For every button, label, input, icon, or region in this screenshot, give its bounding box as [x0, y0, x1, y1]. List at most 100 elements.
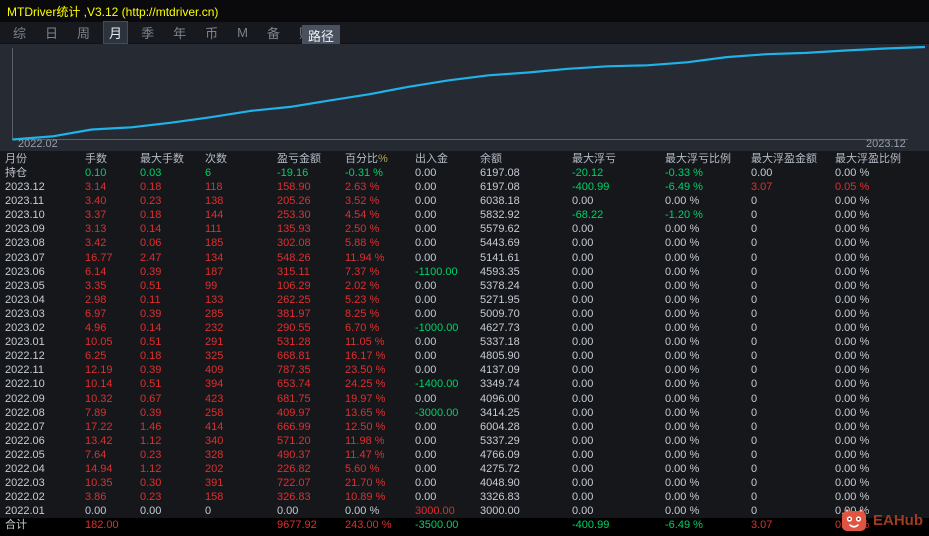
table-row-2022.09[interactable]: 2022.09 10.32 0.67 423 681.75 19.97 % 0.00 4096… — [0, 392, 929, 406]
table-cell: -1100.00 — [415, 265, 458, 278]
table-cell: 0.00 — [415, 364, 437, 377]
table-row-2022.05[interactable]: 2022.05 7.64 0.23 328 490.37 11.47 % 0.00 4766.… — [0, 448, 929, 462]
table-cell: 5.88 % — [345, 237, 380, 250]
menu-item-年[interactable]: 年 — [173, 26, 187, 41]
table-row-2023.11[interactable]: 2023.11 3.40 0.23 138 205.26 3.52 % 0.00 6038.1… — [0, 194, 929, 208]
table-row-2022.06[interactable]: 2022.06 13.42 1.12 340 571.20 11.98 % 0.00 5337… — [0, 434, 929, 448]
table-cell: 5009.70 — [480, 307, 520, 320]
table-cell: 5443.69 — [480, 237, 520, 250]
table-cell: 5.23 % — [345, 293, 380, 306]
table-row-2023.12[interactable]: 2023.12 3.14 0.18 118 158.90 2.63 % 0.00 6197.0… — [0, 180, 929, 194]
table-cell: 5378.24 — [480, 279, 520, 292]
table-row-2023.02[interactable]: 2023.02 4.96 0.14 232 290.55 6.70 % -1000.00 46… — [0, 321, 929, 335]
table-row-2022.10[interactable]: 2022.10 10.14 0.51 394 653.74 24.25 % -1400.00… — [0, 377, 929, 391]
table-row-2022.11[interactable]: 2022.11 12.19 0.39 409 787.35 23.50 % 0.00 4137… — [0, 363, 929, 377]
table-row-2022.08[interactable]: 2022.08 7.89 0.39 258 409.97 13.65 % -3000.00 3… — [0, 406, 929, 420]
table-cell: 持仓 — [5, 167, 27, 179]
table-row-2023.06[interactable]: 2023.06 6.14 0.39 187 315.11 7.37 % -1100.00 45… — [0, 265, 929, 279]
table-cell: -68.22 — [572, 209, 604, 222]
menu-item-M[interactable]: M — [237, 25, 248, 40]
menu-item-综[interactable]: 综 — [13, 26, 27, 41]
table-cell: 0.00 % — [665, 251, 700, 264]
table-cell: 0.00 % — [835, 195, 870, 208]
table-cell: 4766.09 — [480, 448, 520, 461]
table-cell: -20.12 — [572, 167, 604, 179]
table-row-2022.04[interactable]: 2022.04 14.94 1.12 202 226.82 5.60 % 0.00 4275.… — [0, 462, 929, 476]
table-cell: 0.00 % — [665, 279, 700, 292]
table-cell: 0.10 — [85, 167, 107, 179]
table-cell: 0.00 % — [835, 477, 870, 490]
table-cell: 2022.12 — [5, 350, 45, 363]
table-row-2023.05[interactable]: 2023.05 3.35 0.51 99 106.29 2.02 % 0.00 5378.24… — [0, 279, 929, 293]
table-cell: 325 — [205, 350, 224, 363]
table-cell: 10.32 — [85, 392, 113, 405]
table-cell: 合计 — [5, 519, 27, 532]
table-row-合计[interactable]: 合计 182.00 9677.92 243.00 % -3500.00 -400.99 -6… — [0, 518, 929, 536]
table-cell: 0.00 % — [835, 223, 870, 236]
table-cell: 0.39 — [140, 307, 162, 320]
table-cell: 258 — [205, 406, 224, 419]
app-title: MTDriver统计 ,V3.12 (http://mtdriver.cn) — [7, 4, 219, 19]
table-cell: 2022.10 — [5, 378, 45, 391]
table-row-2022.02[interactable]: 2022.02 3.86 0.23 158 326.83 10.89 % 0.00 3326.… — [0, 490, 929, 504]
menu-item-季[interactable]: 季 — [141, 26, 155, 41]
table-cell: 0.00 — [572, 237, 594, 250]
table-cell: 0.00 — [751, 167, 773, 179]
table-cell: -3000.00 — [415, 406, 459, 419]
table-row-2023.10[interactable]: 2023.10 3.37 0.18 144 253.30 4.54 % 0.00 5832.9… — [0, 208, 929, 222]
table-cell: 2023.08 — [5, 237, 45, 250]
table-cell: 0.00 — [572, 364, 594, 377]
table-row-2023.08[interactable]: 2023.08 3.42 0.06 185 302.08 5.88 % 0.00 5443.6… — [0, 236, 929, 250]
table-cell: 3.14 — [85, 181, 107, 194]
table-cell — [205, 518, 277, 536]
table-cell: -19.16 — [277, 167, 309, 179]
table-row-持仓[interactable]: 持仓 0.10 0.03 6 -19.16 -0.31 % 0.00 6197.08 -20.1… — [0, 166, 929, 180]
table-row-2022.07[interactable]: 2022.07 17.22 1.46 414 666.99 12.50 % 0.00 6004… — [0, 420, 929, 434]
table-cell: 8.25 % — [345, 307, 380, 320]
table-cell: 19.97 % — [345, 392, 386, 405]
table-cell: 1.12 — [140, 434, 162, 447]
table-cell: 4.54 % — [345, 209, 380, 222]
menu-item-币[interactable]: 币 — [205, 26, 219, 41]
table-cell: 0.51 — [140, 279, 162, 292]
path-button[interactable]: 路径 — [302, 25, 341, 46]
column-header-月份: 月份 — [5, 153, 27, 165]
table-cell: 21.70 % — [345, 477, 386, 490]
equity-curve-line — [12, 45, 926, 141]
table-row-2022.12[interactable]: 2022.12 6.25 0.18 325 668.81 16.17 % 0.00 4805.… — [0, 349, 929, 363]
menu-item-日[interactable]: 日 — [45, 26, 59, 41]
table-cell: 2023.11 — [5, 195, 44, 208]
table-cell: 3.52 % — [345, 195, 380, 208]
table-cell: 0.00 % — [835, 209, 870, 222]
table-cell: 0.00 % — [665, 462, 700, 475]
column-header-出入金: 出入金 — [415, 153, 448, 165]
table-cell: 5832.92 — [480, 209, 520, 222]
menu-item-周[interactable]: 周 — [77, 26, 91, 41]
table-cell: 3.13 — [85, 223, 107, 236]
table-row-2023.09[interactable]: 2023.09 3.13 0.14 111 135.93 2.50 % 0.00 5579.6… — [0, 222, 929, 236]
table-row-2023.01[interactable]: 2023.01 10.05 0.51 291 531.28 11.05 % 0.00 5337… — [0, 335, 929, 349]
menu-item-备[interactable]: 备 — [266, 26, 280, 41]
table-cell: 0.00 — [415, 195, 437, 208]
table-row-2022.01[interactable]: 2022.01 0.00 0.00 0 0.00 0.00 % 3000.00 3000.00… — [0, 504, 929, 518]
table-cell: 0.00 % — [665, 392, 700, 405]
table-cell: 0.00 — [85, 505, 107, 518]
table-cell: 0.00 — [415, 336, 437, 349]
menu-item-月[interactable]: 月 — [103, 21, 129, 44]
table-cell: 12.50 % — [345, 420, 386, 433]
table-row-2023.07[interactable]: 2023.07 16.77 2.47 134 548.26 11.94 % 0.00 5141… — [0, 251, 929, 265]
table-cell: 0.00 — [572, 293, 594, 306]
monthly-stats-table: 月份 手数 最大手数 次数 盈亏金额 百分比% 出入金 余额 最大浮亏 最大浮亏比例 最大浮盈金额 最… — [0, 150, 929, 536]
table-cell: 653.74 — [277, 378, 311, 391]
table-cell: 3.07 — [751, 181, 773, 194]
table-cell: 5579.62 — [480, 223, 520, 236]
table-row-2022.03[interactable]: 2022.03 10.35 0.30 391 722.07 21.70 % 0.00 4048… — [0, 476, 929, 490]
table-cell: 253.30 — [277, 209, 311, 222]
table-row-2023.04[interactable]: 2023.04 2.98 0.11 133 262.25 5.23 % 0.00 5271.9… — [0, 293, 929, 307]
table-row-2023.03[interactable]: 2023.03 6.97 0.39 285 381.97 8.25 % 0.00 5009.7… — [0, 307, 929, 321]
table-cell: 0.00 — [415, 434, 437, 447]
table-cell: 0.00 % — [665, 477, 700, 490]
table-cell: -6.49 % — [665, 181, 703, 194]
table-cell: 394 — [205, 378, 224, 391]
table-cell: 668.81 — [277, 350, 311, 363]
